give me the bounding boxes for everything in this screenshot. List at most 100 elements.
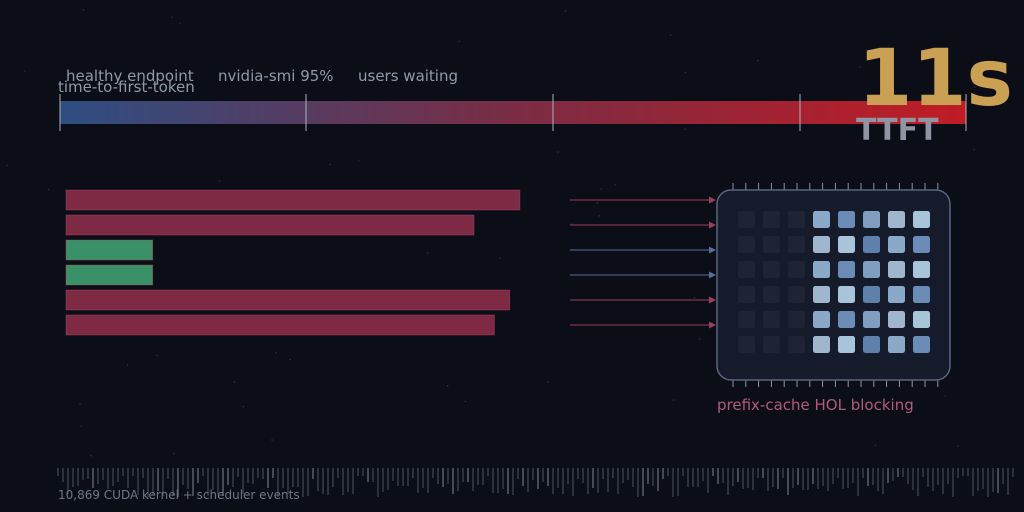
background-dot bbox=[944, 395, 947, 397]
cache-block-empty bbox=[763, 311, 780, 328]
ttft-value: 11s bbox=[858, 34, 1013, 124]
background-dot bbox=[596, 202, 599, 204]
cache-block-empty bbox=[788, 311, 805, 328]
background-dot bbox=[600, 188, 602, 190]
cache-ticks bbox=[732, 183, 939, 387]
cache-block-occupied bbox=[888, 211, 905, 228]
background-dot bbox=[614, 184, 616, 186]
background-dot bbox=[672, 399, 675, 401]
ttft-label: TTFT bbox=[856, 113, 939, 148]
cache-block-occupied bbox=[813, 336, 830, 353]
background-dot bbox=[233, 381, 236, 383]
background-dot bbox=[499, 257, 502, 259]
background-dot bbox=[757, 59, 759, 62]
cache-block-occupied bbox=[813, 211, 830, 228]
background-dot bbox=[80, 425, 82, 427]
request-bar-blocked bbox=[65, 289, 511, 311]
cache-block-occupied bbox=[913, 236, 930, 253]
background-dot bbox=[557, 151, 559, 153]
cache-block-occupied bbox=[838, 211, 855, 228]
request-arrow-head bbox=[709, 246, 716, 254]
background-dot bbox=[79, 403, 81, 406]
background-dot bbox=[178, 22, 181, 24]
cache-block-occupied bbox=[838, 336, 855, 353]
cache-block-occupied bbox=[863, 236, 880, 253]
background-dot bbox=[218, 180, 221, 182]
background-dot bbox=[859, 66, 861, 68]
cache-block-empty bbox=[788, 236, 805, 253]
cache-block-occupied bbox=[813, 286, 830, 303]
request-arrow-head bbox=[709, 296, 716, 304]
background-dot bbox=[126, 364, 129, 366]
background-dot bbox=[973, 148, 976, 151]
cache-block-empty bbox=[763, 211, 780, 228]
request-bar-blocked bbox=[65, 314, 495, 336]
background-dot bbox=[698, 338, 701, 340]
cache-block-occupied bbox=[913, 261, 930, 278]
scale-title: time-to-first-token bbox=[58, 78, 195, 96]
background-dot bbox=[693, 296, 696, 299]
background-dot bbox=[173, 452, 175, 455]
background-dot bbox=[271, 439, 273, 441]
cache-block-empty bbox=[738, 261, 755, 278]
request-arrow-head bbox=[709, 321, 716, 329]
cache-block-occupied bbox=[888, 286, 905, 303]
cache-caption: prefix-cache HOL blocking bbox=[717, 396, 914, 414]
cache-block-empty bbox=[763, 261, 780, 278]
background-dot bbox=[974, 86, 976, 88]
cache-block-empty bbox=[738, 236, 755, 253]
cache-block-occupied bbox=[863, 311, 880, 328]
scale-label-users-waiting: users waiting bbox=[358, 67, 459, 85]
cache-block-empty bbox=[788, 211, 805, 228]
background-dot bbox=[684, 128, 687, 130]
cache-block-empty bbox=[738, 336, 755, 353]
cache-block-occupied bbox=[888, 236, 905, 253]
cache-block-empty bbox=[788, 286, 805, 303]
cache-block-empty bbox=[738, 286, 755, 303]
background-dot bbox=[446, 384, 449, 387]
background-dot bbox=[171, 16, 173, 19]
background-dot bbox=[684, 71, 687, 74]
background-dot bbox=[155, 354, 158, 357]
scale-label-healthy: healthy endpoint bbox=[66, 67, 194, 85]
request-bar-blocked bbox=[65, 189, 521, 211]
background-dot bbox=[669, 34, 672, 36]
background-dot bbox=[47, 188, 50, 191]
background-dot bbox=[289, 358, 291, 361]
request-arrow-head bbox=[709, 221, 716, 229]
scale-ticks bbox=[59, 94, 967, 131]
cache-blocks bbox=[738, 211, 930, 353]
cache-block-occupied bbox=[813, 311, 830, 328]
event-timeline bbox=[57, 468, 1014, 497]
events-count: 10,869 CUDA kernel + scheduler events bbox=[58, 488, 300, 502]
scale-label-gpu-util: nvidia-smi 95% bbox=[218, 67, 334, 85]
background-dot bbox=[6, 164, 8, 167]
cache-block-occupied bbox=[813, 261, 830, 278]
request-bar-served bbox=[65, 264, 154, 286]
cache-block-empty bbox=[738, 311, 755, 328]
cache-block-occupied bbox=[838, 311, 855, 328]
cache-block-empty bbox=[763, 236, 780, 253]
cache-block-occupied bbox=[863, 336, 880, 353]
cache-block-occupied bbox=[888, 336, 905, 353]
request-arrow-head bbox=[709, 196, 716, 204]
background-dot bbox=[357, 160, 360, 162]
cache-block-occupied bbox=[888, 261, 905, 278]
request-arrows bbox=[570, 196, 716, 329]
background-dot bbox=[242, 405, 245, 408]
cache-block-occupied bbox=[913, 211, 930, 228]
background-dot bbox=[458, 40, 461, 43]
background-dot bbox=[464, 400, 467, 403]
request-bars bbox=[65, 189, 521, 336]
background-dot bbox=[275, 351, 277, 354]
request-bar-served bbox=[65, 239, 154, 261]
background-dot bbox=[874, 444, 877, 447]
cache-block-empty bbox=[788, 336, 805, 353]
cache-block-occupied bbox=[863, 286, 880, 303]
cache-block-occupied bbox=[838, 261, 855, 278]
request-arrow-head bbox=[709, 271, 716, 279]
background-dot bbox=[547, 381, 549, 383]
background-dot bbox=[329, 163, 331, 166]
background-dot bbox=[598, 215, 600, 217]
